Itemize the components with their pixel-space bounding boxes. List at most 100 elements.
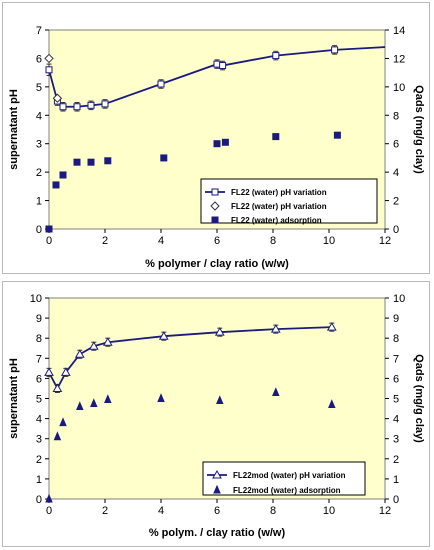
x-tick-label: 0 (46, 235, 52, 247)
data-point (53, 431, 62, 441)
legend-label: FL22mod (water) pH variation (233, 471, 346, 480)
y-axis-title: supernatant pH (8, 89, 20, 170)
x-tick-label: 2 (102, 505, 108, 517)
y-tick-label: 4 (36, 110, 42, 122)
y2-tick-label: 0 (393, 224, 399, 236)
y-tick-label: 5 (36, 82, 42, 94)
y2-tick-label: 1 (393, 474, 399, 486)
series-2 (45, 131, 341, 233)
data-point (87, 101, 95, 109)
x-tick-label: 10 (323, 505, 335, 517)
y-tick-label: 0 (36, 494, 42, 506)
y-tick-label: 1 (36, 196, 42, 208)
y2-tick-label: 2 (393, 196, 399, 208)
data-point (272, 133, 280, 141)
data-point (45, 493, 53, 503)
y-tick-label: 7 (36, 25, 42, 37)
data-point (44, 367, 54, 376)
y2-tick-label: 5 (393, 394, 399, 406)
y-tick-label: 1 (36, 474, 42, 486)
x-tick-label: 2 (102, 235, 108, 247)
legend: FL22mod (water) pH variation FL22mod (wat… (202, 461, 366, 496)
data-point (73, 103, 81, 111)
data-point (44, 53, 54, 64)
data-point (212, 469, 222, 479)
data-point (74, 349, 85, 358)
y-tick-label: 0 (36, 224, 42, 236)
data-point (270, 324, 281, 333)
y2-tick-label: 8 (393, 110, 399, 122)
data-point (219, 62, 227, 70)
x-tick-label: 4 (158, 235, 164, 247)
data-point (87, 158, 95, 166)
data-point (59, 417, 67, 427)
data-point (90, 398, 98, 408)
legend-label: FL22mod (water) adsorption (233, 486, 341, 495)
y-tick-label: 6 (36, 53, 42, 65)
y2-axis-title: Qads (mg/g clay) (413, 85, 425, 174)
y2-tick-label: 4 (393, 167, 399, 179)
y2-tick-label: 9 (393, 313, 399, 325)
data-point (59, 103, 67, 111)
x-tick-label: 8 (270, 505, 276, 517)
x-tick-label: 6 (214, 505, 220, 517)
legend-label: FL22 (water) adsorption (231, 216, 322, 225)
y2-tick-label: 6 (393, 373, 399, 385)
data-point (210, 201, 220, 211)
data-point (73, 158, 81, 166)
data-point (60, 367, 71, 376)
chart-panel-top: 0 2 4 6 8 10 12 0 1 2 3 4 5 6 7 0 2 4 6 8 10 12 14% polymer / … (2, 2, 430, 274)
x-tick-label: 0 (46, 505, 52, 517)
x-tick-label: 6 (214, 235, 220, 247)
y2-tick-label: 6 (393, 139, 399, 151)
data-point (88, 341, 99, 350)
y-tick-label: 6 (36, 373, 42, 385)
chart-panel-bottom: 0 2 4 6 8 10 12 0 1 2 3 4 5 6 7 8 9 10 0 1 2 3 4 5 6 7 8 9 10% polym… (2, 281, 430, 547)
data-point (104, 394, 112, 404)
data-point (52, 383, 63, 392)
y2-tick-label: 8 (393, 333, 399, 345)
data-point (104, 157, 112, 165)
legend-box (202, 461, 366, 496)
data-point (221, 138, 229, 146)
data-point (328, 399, 336, 409)
x-axis-title: % polymer / clay ratio (w/w) (145, 258, 289, 270)
series-line (48, 326, 332, 391)
data-point (157, 393, 165, 402)
y-tick-label: 3 (36, 434, 42, 446)
data-point (160, 154, 168, 162)
data-point (52, 93, 63, 103)
y2-tick-label: 0 (393, 494, 399, 506)
data-point (213, 140, 221, 148)
legend: FL22 (water) pH variation FL22 (water) pH… (200, 178, 378, 225)
y2-tick-label: 10 (393, 82, 405, 94)
data-point (157, 80, 165, 88)
data-point (45, 66, 53, 74)
y2-axis-title: Qads (mg/g clay) (413, 354, 425, 443)
y-tick-label: 2 (36, 454, 42, 466)
y-tick-label: 8 (36, 333, 42, 345)
data-point (214, 327, 225, 336)
y-tick-label: 5 (36, 394, 42, 406)
y2-tick-label: 3 (393, 434, 399, 446)
y-tick-label: 10 (30, 293, 42, 305)
legend-box (200, 178, 378, 224)
data-point (102, 337, 113, 346)
y-tick-label: 7 (36, 353, 42, 365)
legend-label: FL22 (water) pH variation (231, 188, 327, 197)
x-tick-label: 8 (270, 235, 276, 247)
data-point (45, 225, 53, 233)
y-tick-label: 9 (36, 313, 42, 325)
y-tick-label: 2 (36, 167, 42, 179)
y-axis-title: supernatant pH (8, 358, 20, 439)
data-point (101, 100, 109, 108)
x-tick-label: 10 (323, 235, 335, 247)
series-1 (44, 53, 63, 103)
series-0 (44, 322, 337, 393)
x-tick-label: 12 (379, 235, 391, 247)
y2-tick-label: 12 (393, 53, 405, 65)
x-tick-label: 12 (379, 505, 391, 517)
y2-tick-label: 2 (393, 454, 399, 466)
